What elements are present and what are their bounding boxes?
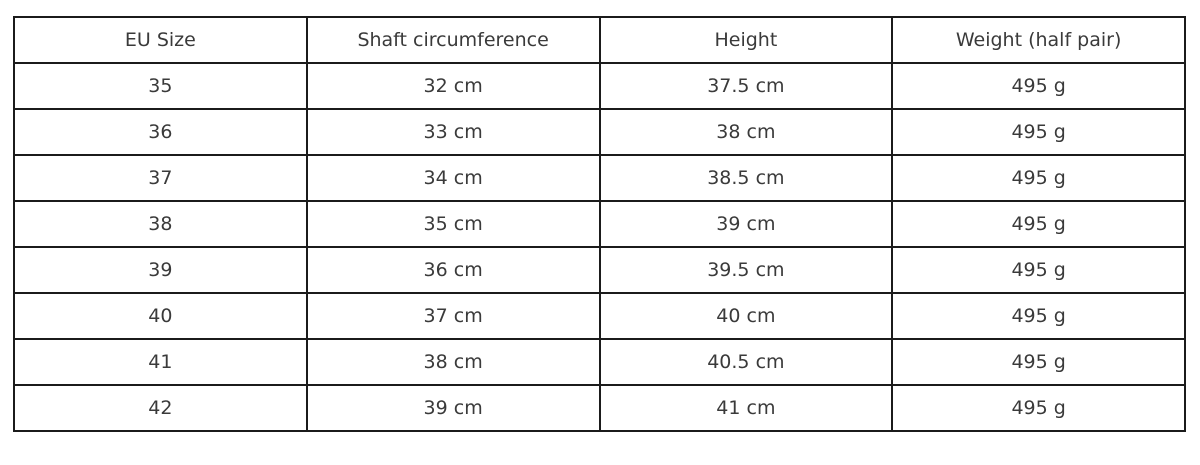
table-row: 39 36 cm 39.5 cm 495 g bbox=[13, 246, 1186, 294]
table-header-row: EU Size Shaft circumference Height Weigh… bbox=[13, 16, 1186, 64]
column-header-eu-size: EU Size bbox=[13, 16, 308, 64]
cell-eu-size: 35 bbox=[13, 62, 308, 110]
table-row: 40 37 cm 40 cm 495 g bbox=[13, 292, 1186, 340]
cell-shaft-circumference: 36 cm bbox=[305, 246, 601, 294]
table-row: 42 39 cm 41 cm 495 g bbox=[13, 384, 1186, 432]
column-header-shaft-circumference: Shaft circumference bbox=[305, 16, 601, 64]
cell-shaft-circumference: 38 cm bbox=[305, 338, 601, 386]
cell-eu-size: 38 bbox=[13, 200, 308, 248]
cell-eu-size: 40 bbox=[13, 292, 308, 340]
size-chart-container: EU Size Shaft circumference Height Weigh… bbox=[13, 16, 1186, 432]
cell-shaft-circumference: 34 cm bbox=[305, 154, 601, 202]
cell-shaft-circumference: 32 cm bbox=[305, 62, 601, 110]
cell-height: 40 cm bbox=[598, 292, 894, 340]
table-row: 35 32 cm 37.5 cm 495 g bbox=[13, 62, 1186, 110]
cell-weight: 495 g bbox=[891, 292, 1186, 340]
cell-height: 41 cm bbox=[598, 384, 894, 432]
cell-weight: 495 g bbox=[891, 62, 1186, 110]
cell-weight: 495 g bbox=[891, 338, 1186, 386]
table-row: 41 38 cm 40.5 cm 495 g bbox=[13, 338, 1186, 386]
cell-weight: 495 g bbox=[891, 384, 1186, 432]
table-row: 36 33 cm 38 cm 495 g bbox=[13, 108, 1186, 156]
cell-height: 38.5 cm bbox=[598, 154, 894, 202]
cell-height: 40.5 cm bbox=[598, 338, 894, 386]
size-chart-table: EU Size Shaft circumference Height Weigh… bbox=[13, 16, 1186, 432]
cell-eu-size: 42 bbox=[13, 384, 308, 432]
cell-weight: 495 g bbox=[891, 154, 1186, 202]
cell-weight: 495 g bbox=[891, 246, 1186, 294]
cell-eu-size: 36 bbox=[13, 108, 308, 156]
cell-height: 39 cm bbox=[598, 200, 894, 248]
column-header-height: Height bbox=[598, 16, 894, 64]
table-row: 38 35 cm 39 cm 495 g bbox=[13, 200, 1186, 248]
column-header-weight: Weight (half pair) bbox=[891, 16, 1186, 64]
cell-weight: 495 g bbox=[891, 108, 1186, 156]
cell-eu-size: 39 bbox=[13, 246, 308, 294]
cell-shaft-circumference: 39 cm bbox=[305, 384, 601, 432]
cell-eu-size: 41 bbox=[13, 338, 308, 386]
cell-height: 38 cm bbox=[598, 108, 894, 156]
cell-shaft-circumference: 37 cm bbox=[305, 292, 601, 340]
cell-eu-size: 37 bbox=[13, 154, 308, 202]
cell-weight: 495 g bbox=[891, 200, 1186, 248]
cell-height: 37.5 cm bbox=[598, 62, 894, 110]
cell-shaft-circumference: 33 cm bbox=[305, 108, 601, 156]
cell-shaft-circumference: 35 cm bbox=[305, 200, 601, 248]
cell-height: 39.5 cm bbox=[598, 246, 894, 294]
table-row: 37 34 cm 38.5 cm 495 g bbox=[13, 154, 1186, 202]
